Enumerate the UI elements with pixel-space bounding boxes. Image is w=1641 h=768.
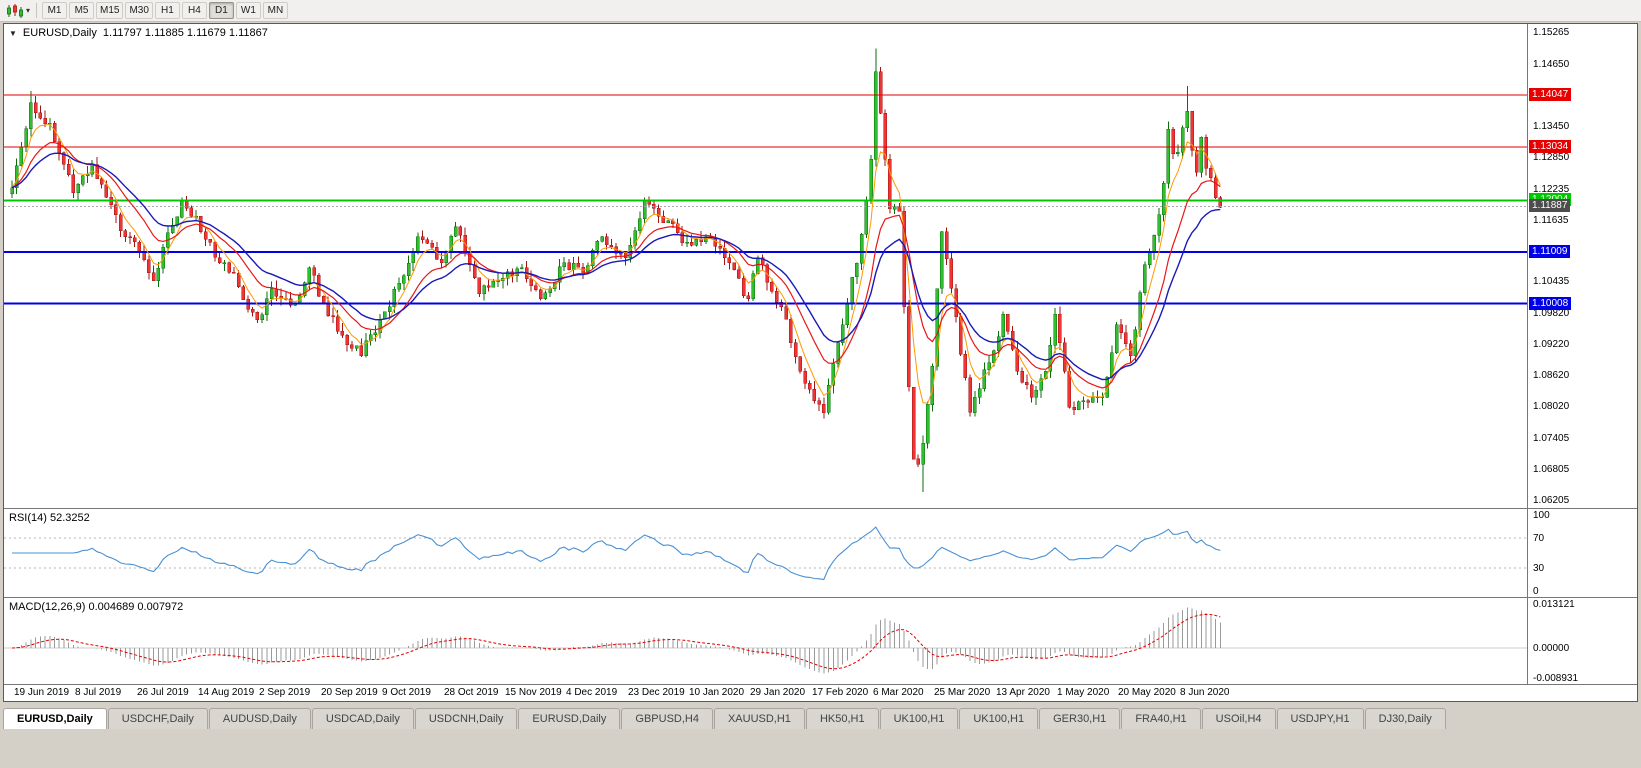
macd-signal-line xyxy=(11,613,1221,670)
chart-tab-usdcad-daily[interactable]: USDCAD,Daily xyxy=(311,708,414,729)
date-label: 9 Oct 2019 xyxy=(382,687,431,698)
price-tick: 1.11635 xyxy=(1533,215,1569,226)
price-tick: 1.08620 xyxy=(1533,370,1570,381)
date-label: 2 Sep 2019 xyxy=(259,687,311,698)
date-label: 20 May 2020 xyxy=(1118,687,1176,698)
ma-5-line xyxy=(11,123,1221,404)
date-label: 14 Aug 2019 xyxy=(198,687,255,698)
chart-tab-fra40-h1[interactable]: FRA40,H1 xyxy=(1121,708,1201,729)
macd-tick: -0.008931 xyxy=(1533,673,1579,684)
timeframe-button-h4[interactable]: H4 xyxy=(181,2,207,19)
price-tick: 1.10435 xyxy=(1533,276,1570,287)
timeframe-button-m30[interactable]: M30 xyxy=(125,2,153,19)
rsi-tick: 0 xyxy=(1533,586,1539,597)
price-chart-plot[interactable] xyxy=(4,24,1527,508)
price-tick: 1.14650 xyxy=(1533,59,1570,70)
timeframe-button-group: M1 M5 M15 M30 H1 H4 D1 W1 MN xyxy=(42,2,290,19)
rsi-line xyxy=(12,526,1221,581)
chart-tab-eurusd-daily[interactable]: EURUSD,Daily xyxy=(518,708,621,729)
macd-histogram xyxy=(16,607,1221,674)
price-chart-panel[interactable]: ▼ EURUSD,Daily 1.11797 1.11885 1.11679 1… xyxy=(4,24,1637,508)
chart-tab-usdchf-daily[interactable]: USDCHF,Daily xyxy=(107,708,208,729)
chart-tab-usdjpy-h1[interactable]: USDJPY,H1 xyxy=(1276,708,1364,729)
chevron-down-icon[interactable]: ▾ xyxy=(26,6,31,15)
chart-tab-xauusd-h1[interactable]: XAUUSD,H1 xyxy=(713,708,805,729)
date-label: 8 Jun 2020 xyxy=(1180,687,1230,698)
chart-tab-usdcnh-daily[interactable]: USDCNH,Daily xyxy=(414,708,518,729)
price-tick: 1.12235 xyxy=(1533,184,1570,195)
timeframe-button-m1[interactable]: M1 xyxy=(42,2,68,19)
toolbar-separator xyxy=(36,3,38,18)
price-tick: 1.09220 xyxy=(1533,339,1570,350)
price-badge-1.10008: 1.10008 xyxy=(1529,297,1572,310)
chart-tab-gbpusd-h4[interactable]: GBPUSD,H4 xyxy=(621,708,713,729)
rsi-tick: 70 xyxy=(1533,533,1545,544)
chart-tab-dj30-daily[interactable]: DJ30,Daily xyxy=(1364,708,1446,729)
date-label: 13 Apr 2020 xyxy=(996,687,1050,698)
price-tick: 1.08020 xyxy=(1533,401,1570,412)
rsi-plot[interactable] xyxy=(4,509,1527,597)
date-label: 4 Dec 2019 xyxy=(566,687,618,698)
date-label: 23 Dec 2019 xyxy=(628,687,685,698)
price-tick: 1.13450 xyxy=(1533,121,1570,132)
chart-tab-uk100-h1[interactable]: UK100,H1 xyxy=(959,708,1039,729)
macd-tick: 0.013121 xyxy=(1533,599,1575,610)
macd-axis[interactable]: 0.013121 0.00000 -0.008931 xyxy=(1527,598,1636,684)
price-badge-1.13034: 1.13034 xyxy=(1529,140,1572,153)
date-label: 6 Mar 2020 xyxy=(873,687,924,698)
date-label: 20 Sep 2019 xyxy=(321,687,378,698)
price-tick: 1.06205 xyxy=(1533,495,1570,506)
timeframe-button-m15[interactable]: M15 xyxy=(96,2,124,19)
time-axis[interactable]: 19 Jun 2019 8 Jul 2019 26 Jul 2019 14 Aug 2… xyxy=(4,684,1637,701)
timeframe-button-m5[interactable]: M5 xyxy=(69,2,95,19)
chart-tab-hk50-h1[interactable]: HK50,H1 xyxy=(805,708,879,729)
chart-tab-eurusd-daily[interactable]: EURUSD,Daily xyxy=(3,708,107,729)
macd-tick: 0.00000 xyxy=(1533,643,1570,654)
timeframe-button-w1[interactable]: W1 xyxy=(235,2,261,19)
date-label: 28 Oct 2019 xyxy=(444,687,499,698)
rsi-tick: 30 xyxy=(1533,563,1545,574)
timeframe-button-h1[interactable]: H1 xyxy=(154,2,180,19)
chart-tab-ger30-h1[interactable]: GER30,H1 xyxy=(1039,708,1121,729)
date-label: 25 Mar 2020 xyxy=(934,687,991,698)
timeframe-button-mn[interactable]: MN xyxy=(262,2,288,19)
current-price-badge: 1.11887 xyxy=(1529,199,1571,212)
rsi-axis[interactable]: 100 70 30 0 xyxy=(1527,509,1636,597)
ma-13-line xyxy=(11,141,1221,389)
chart-tab-uk100-h1[interactable]: UK100,H1 xyxy=(879,708,959,729)
macd-panel[interactable]: MACD(12,26,9) 0.004689 0.007972 0.013121… xyxy=(4,597,1637,684)
price-tick: 1.06805 xyxy=(1533,464,1570,475)
price-tick: 1.12850 xyxy=(1533,152,1570,163)
ma-21-line xyxy=(11,152,1221,381)
macd-plot[interactable] xyxy=(4,598,1527,684)
price-tick: 1.15265 xyxy=(1533,27,1570,38)
date-label: 15 Nov 2019 xyxy=(505,687,562,698)
price-tick: 1.07405 xyxy=(1533,433,1570,444)
date-label: 10 Jan 2020 xyxy=(689,687,745,698)
timeframe-button-d1[interactable]: D1 xyxy=(208,2,234,19)
date-label: 1 May 2020 xyxy=(1057,687,1110,698)
price-axis[interactable]: 1.15265 1.14650 1.13450 1.12850 1.12235 1.116… xyxy=(1527,24,1636,508)
date-label: 26 Jul 2019 xyxy=(137,687,189,698)
date-label: 19 Jun 2019 xyxy=(14,687,70,698)
price-badge-1.14047: 1.14047 xyxy=(1529,88,1572,101)
date-label: 17 Feb 2020 xyxy=(812,687,869,698)
price-tick: 1.09820 xyxy=(1533,308,1570,319)
chart-tab-usoil-h4[interactable]: USOil,H4 xyxy=(1201,708,1276,729)
rsi-panel[interactable]: RSI(14) 52.3252 100 70 30 0 xyxy=(4,508,1637,597)
chart-window: ▼ EURUSD,Daily 1.11797 1.11885 1.11679 1… xyxy=(3,23,1638,702)
rsi-tick: 100 xyxy=(1533,510,1550,521)
chart-collapse-icon[interactable]: ▼ xyxy=(9,28,17,38)
chart-tab-audusd-daily[interactable]: AUDUSD,Daily xyxy=(208,708,311,729)
date-label: 29 Jan 2020 xyxy=(750,687,806,698)
timeframe-toolbar: ▾ M1 M5 M15 M30 H1 H4 D1 W1 MN xyxy=(0,0,1641,22)
chart-tabs-bar: EURUSD,Daily USDCHF,Daily AUDUSD,Daily USDC… xyxy=(3,704,1447,729)
candlestick-chart-icon[interactable] xyxy=(5,3,25,19)
price-badge-1.11009: 1.11009 xyxy=(1529,245,1571,258)
date-label: 8 Jul 2019 xyxy=(75,687,122,698)
candles xyxy=(10,48,1223,492)
